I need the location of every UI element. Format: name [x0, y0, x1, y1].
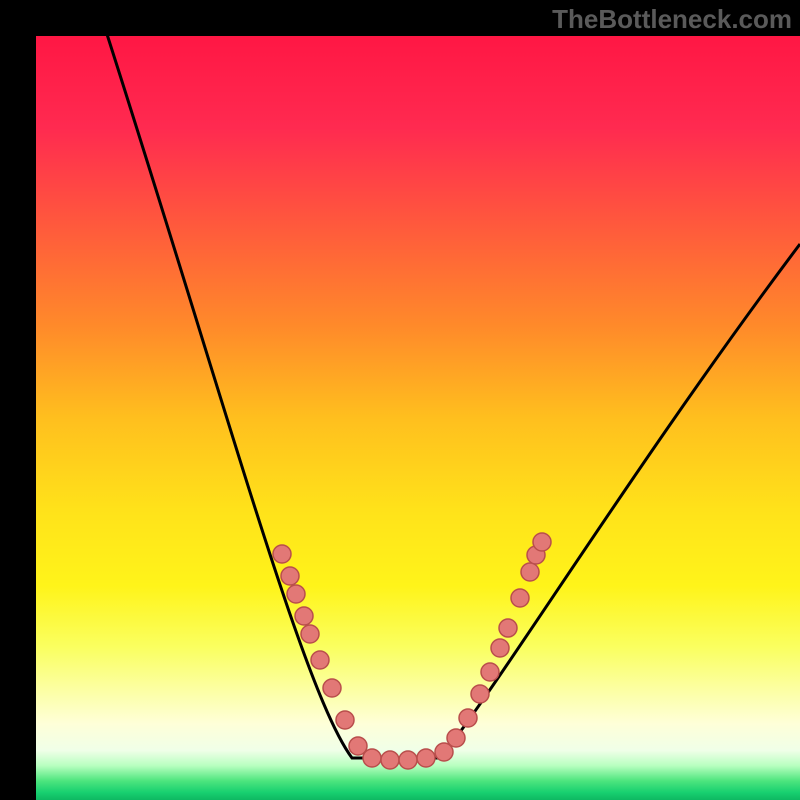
data-marker [491, 639, 509, 657]
gradient-bg [36, 36, 800, 800]
data-marker [471, 685, 489, 703]
data-marker [481, 663, 499, 681]
plot-area [36, 36, 800, 800]
data-marker [363, 749, 381, 767]
watermark-text: TheBottleneck.com [552, 4, 792, 35]
data-marker [287, 585, 305, 603]
canvas: TheBottleneck.com [0, 0, 800, 800]
data-marker [511, 589, 529, 607]
data-marker [281, 567, 299, 585]
data-marker [521, 563, 539, 581]
data-marker [273, 545, 291, 563]
data-marker [417, 749, 435, 767]
data-marker [311, 651, 329, 669]
data-marker [399, 751, 417, 769]
data-marker [533, 533, 551, 551]
data-marker [323, 679, 341, 697]
chart-svg [36, 36, 800, 800]
data-marker [295, 607, 313, 625]
data-marker [301, 625, 319, 643]
data-marker [381, 751, 399, 769]
data-marker [336, 711, 354, 729]
data-marker [459, 709, 477, 727]
data-marker [447, 729, 465, 747]
data-marker [499, 619, 517, 637]
